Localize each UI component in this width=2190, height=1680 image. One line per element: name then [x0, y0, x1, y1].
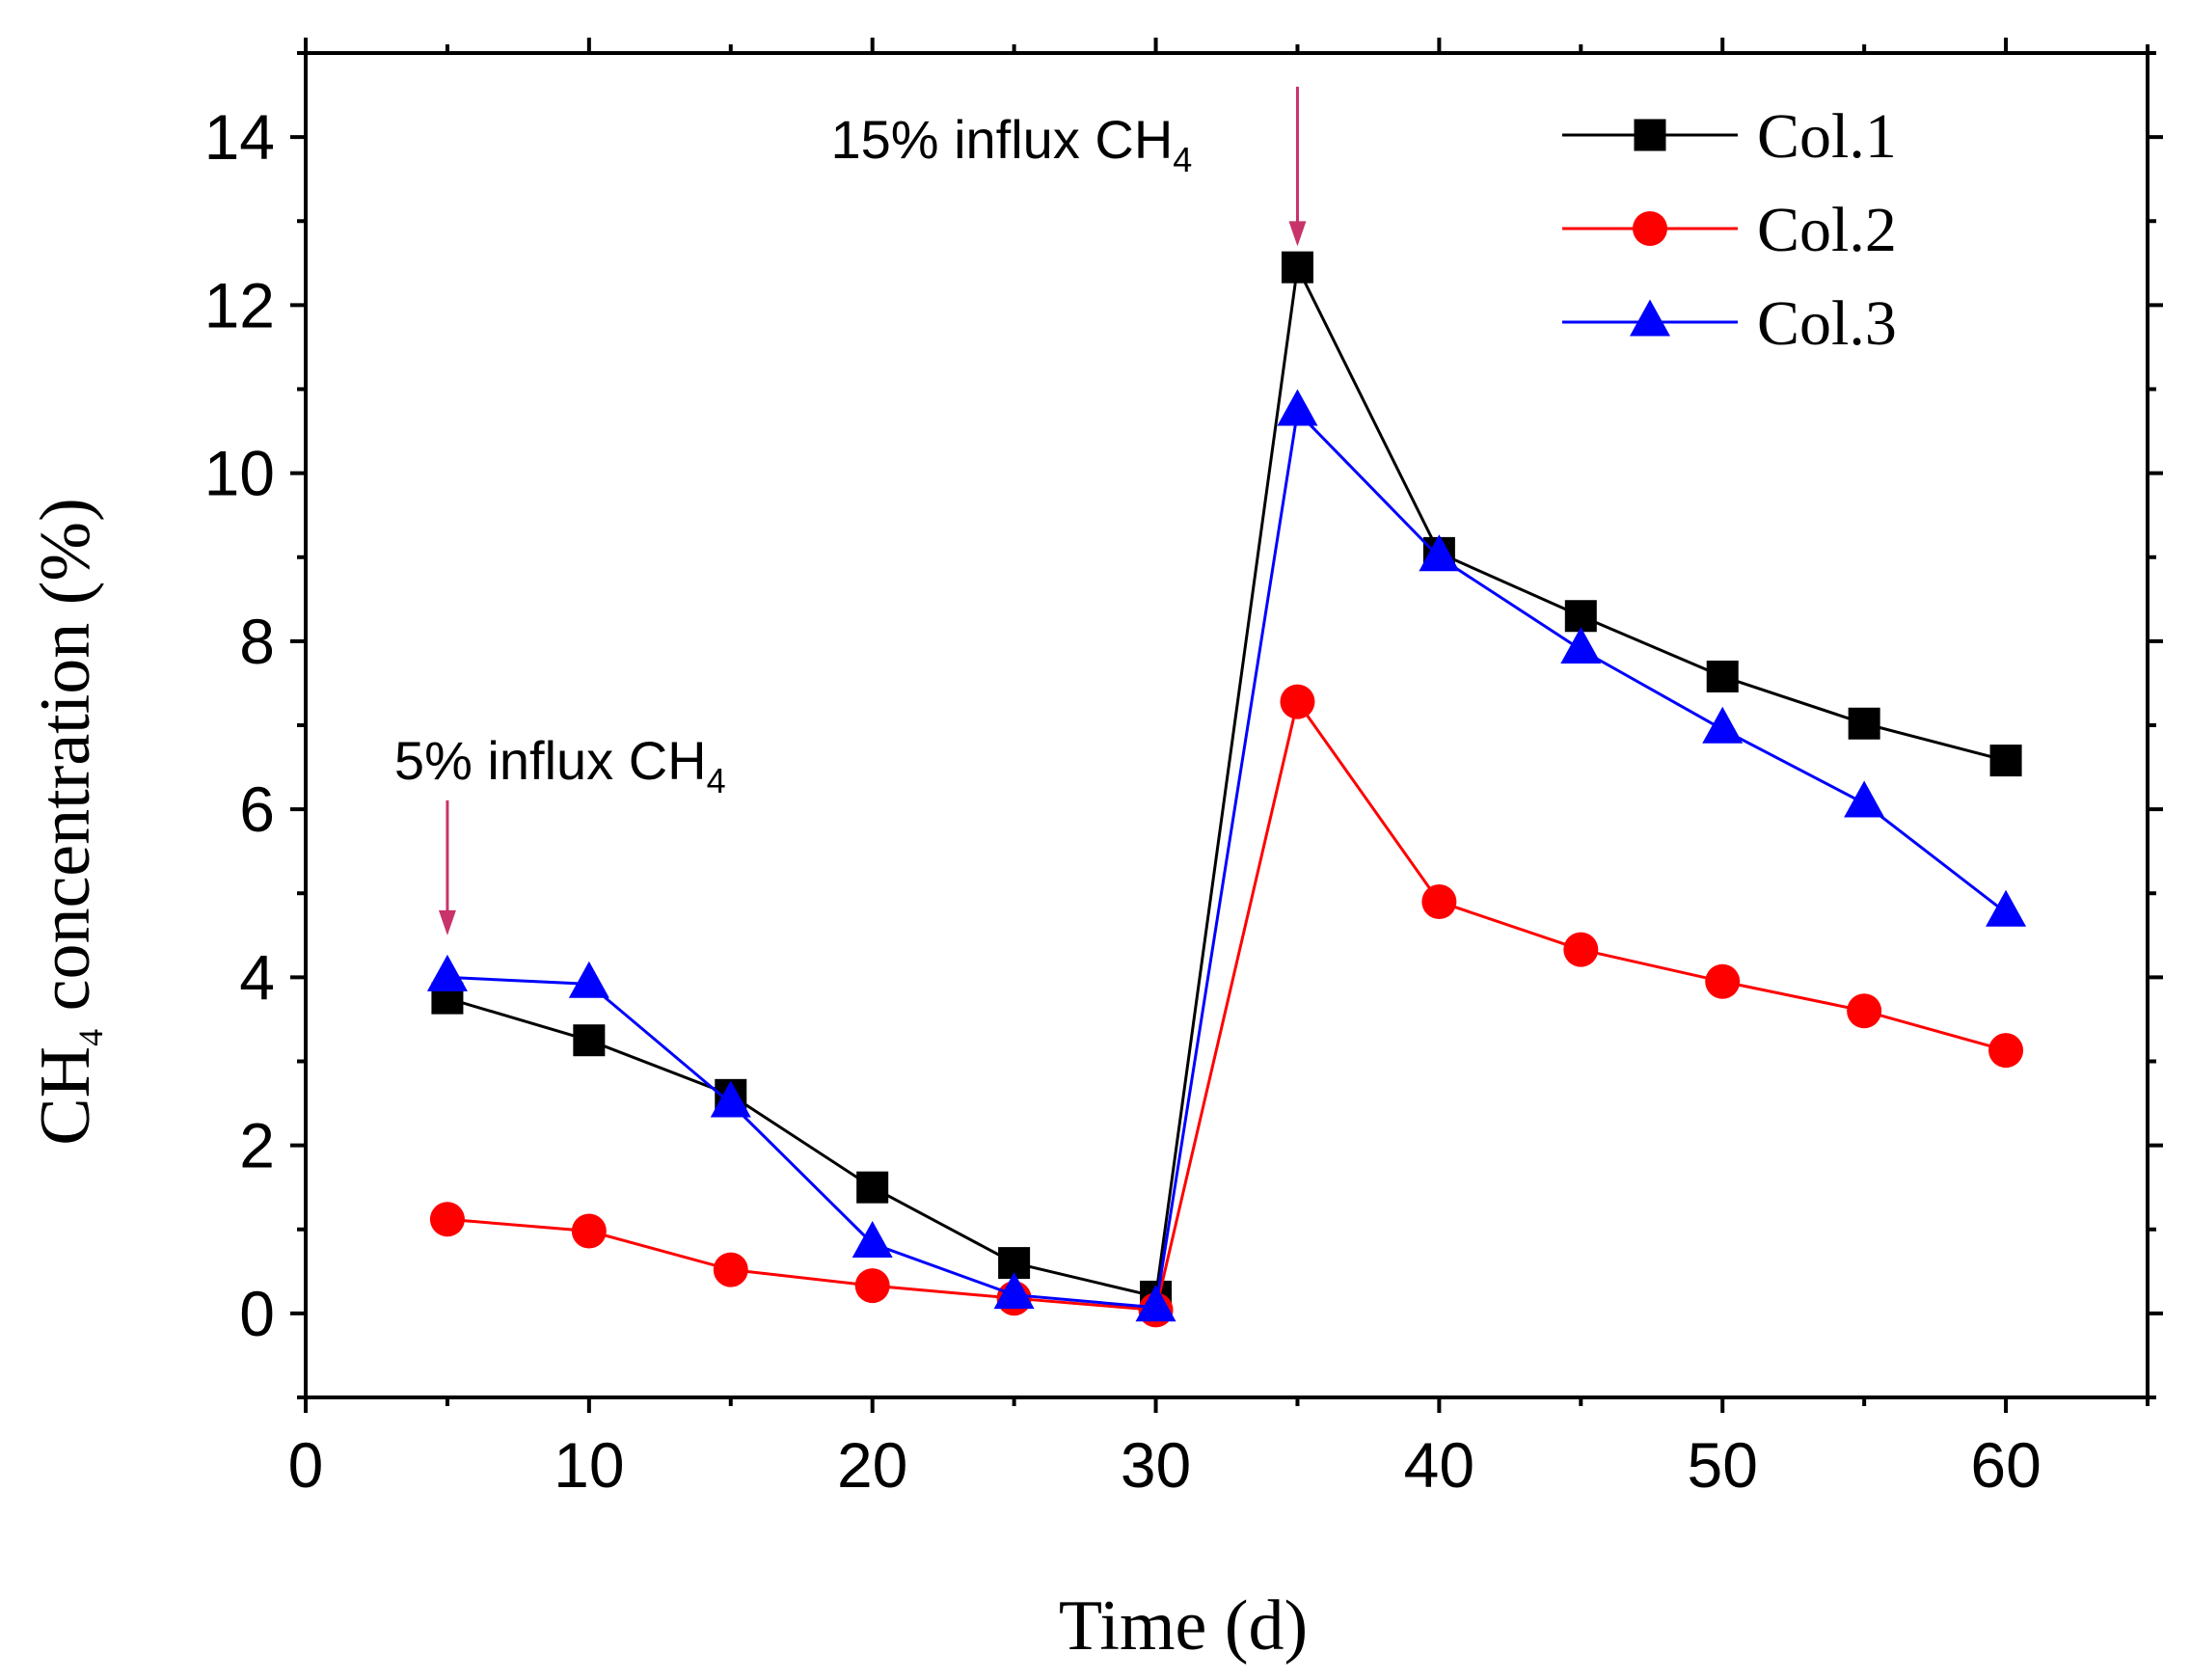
- data-point: [571, 1213, 607, 1249]
- data-point: [856, 1171, 889, 1204]
- legend: Col.1 Col.2 Col.3: [1562, 101, 1897, 359]
- data-point: [1847, 993, 1882, 1029]
- x-tick-label: 30: [1121, 1429, 1191, 1501]
- data-point: [568, 961, 609, 998]
- data-point: [852, 1221, 893, 1259]
- series-col-3: [426, 389, 2027, 1322]
- legend-marker: [1634, 119, 1666, 151]
- legend-item: Col.2: [1562, 195, 1897, 265]
- data-point: [1135, 1285, 1176, 1322]
- data-point: [1844, 780, 1885, 818]
- series-line: [446, 262, 2007, 1299]
- annotation-subscript: 4: [707, 761, 726, 800]
- annotation-arrow-head: [1288, 221, 1307, 247]
- series-layer: [426, 251, 2027, 1328]
- data-point: [1564, 600, 1597, 633]
- x-axis-title: Time (d): [1059, 1586, 1308, 1666]
- y-tick-label: 14: [204, 101, 275, 173]
- legend-label: Col.1: [1757, 101, 1897, 172]
- legend-marker: [1633, 211, 1667, 246]
- x-tick-label: 50: [1688, 1429, 1758, 1501]
- ticks: 0 10 20 30 40 50 60 0 2 4 6 8 10 12 14: [204, 38, 2163, 1501]
- data-point: [993, 1272, 1035, 1310]
- x-tick-label: 40: [1404, 1429, 1474, 1501]
- y-tick-label: 0: [239, 1278, 275, 1349]
- annotation-subscript: 4: [1173, 140, 1192, 179]
- annotation-text: 5% influx CH: [394, 730, 707, 791]
- annotation-label: 5% influx CH4: [394, 730, 726, 800]
- data-point: [1705, 963, 1741, 999]
- data-point: [1280, 684, 1315, 719]
- annotation-2: 15% influx CH4: [830, 86, 1307, 247]
- y-tick-label: 8: [239, 606, 275, 677]
- data-point: [1419, 534, 1460, 572]
- annotation-1: 5% influx CH4: [394, 730, 726, 935]
- data-point: [1560, 627, 1602, 664]
- data-point: [1281, 251, 1313, 284]
- data-point: [1848, 707, 1880, 740]
- legend-marker: [1630, 299, 1670, 337]
- data-point: [426, 954, 468, 991]
- y-tick-label: 6: [239, 773, 275, 845]
- y-axis-title: CH4 concentration (%): [26, 498, 110, 1145]
- data-point: [1989, 745, 2022, 777]
- legend-label: Col.3: [1757, 288, 1897, 359]
- data-point: [1563, 932, 1599, 967]
- data-point: [429, 1202, 465, 1237]
- data-point: [1988, 1033, 2024, 1069]
- x-tick-label: 10: [554, 1429, 624, 1501]
- y-axis-title-main: CH: [26, 1046, 105, 1146]
- y-tick-label: 2: [239, 1110, 275, 1181]
- data-point: [854, 1268, 890, 1304]
- data-point: [1277, 389, 1318, 426]
- svg-text:CH4 concentration (%): CH4 concentration (%): [26, 498, 110, 1145]
- legend-item: Col.3: [1562, 288, 1897, 359]
- y-axis-title-sub: 4: [71, 1029, 110, 1046]
- series-line: [446, 408, 2007, 1310]
- y-tick-label: 12: [204, 269, 275, 340]
- annotation-text: 15% influx CH: [830, 109, 1173, 170]
- y-tick-label: 10: [204, 438, 275, 509]
- legend-item: Col.1: [1562, 101, 1897, 172]
- series-line: [446, 698, 2007, 1312]
- y-axis-title-rest: concentration (%): [26, 498, 105, 1029]
- annotation-label: 15% influx CH4: [830, 109, 1192, 179]
- data-point: [713, 1252, 748, 1287]
- series-col-2: [429, 684, 2024, 1328]
- x-tick-label: 60: [1970, 1429, 2041, 1501]
- data-point: [1706, 660, 1739, 692]
- data-point: [710, 1080, 751, 1118]
- y-tick-label: 4: [239, 941, 275, 1013]
- legend-label: Col.2: [1757, 195, 1897, 265]
- data-point: [573, 1024, 606, 1057]
- data-point: [1421, 883, 1457, 919]
- annotation-arrow-head: [438, 909, 456, 935]
- x-tick-label: 20: [837, 1429, 907, 1501]
- data-point: [1702, 706, 1744, 744]
- x-tick-label: 0: [288, 1429, 324, 1501]
- data-point: [1986, 889, 2027, 927]
